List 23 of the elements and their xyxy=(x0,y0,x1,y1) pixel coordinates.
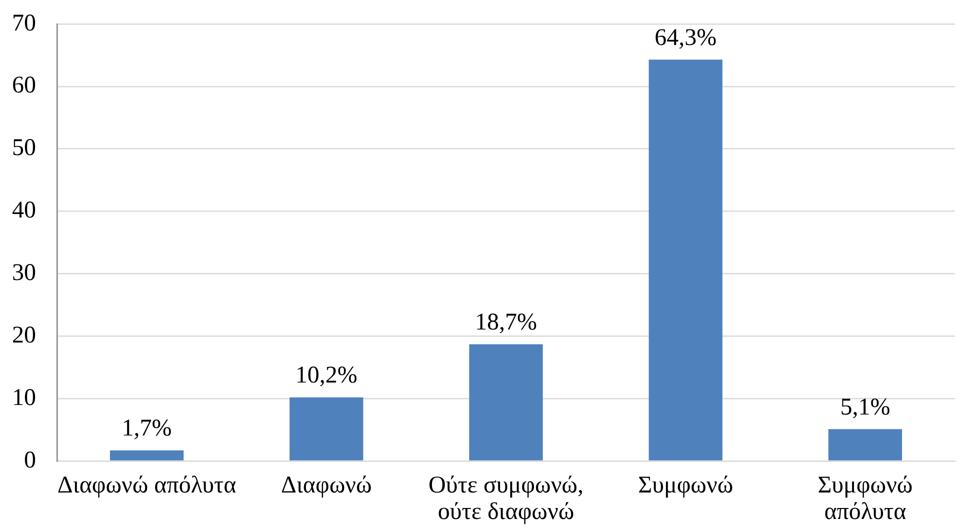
y-tick-label: 20 xyxy=(12,322,36,348)
y-tick-label: 30 xyxy=(12,260,36,286)
y-tick-label: 10 xyxy=(12,384,36,411)
x-tick-label: Συμφωνώ xyxy=(638,472,734,498)
bar xyxy=(290,397,364,460)
bar xyxy=(828,429,902,460)
data-label: 5,1% xyxy=(840,394,890,420)
x-tick-label: Συμφωνώ απόλυτα xyxy=(818,472,913,525)
data-label: 18,7% xyxy=(475,310,537,336)
y-tick-label: 70 xyxy=(12,10,36,36)
x-tick-label: Διαφωνώ xyxy=(281,472,372,498)
data-label: 1,7% xyxy=(122,416,172,442)
bar xyxy=(648,60,722,460)
x-tick-label: Διαφωνώ απόλυτα xyxy=(57,472,237,498)
y-tick-label: 40 xyxy=(12,198,36,224)
y-tick-label: 50 xyxy=(12,135,36,162)
data-label: 64,3% xyxy=(654,24,717,51)
data-label: 10,2% xyxy=(295,362,358,389)
bar xyxy=(110,450,184,460)
x-tick-label: Ούτε συμφωνώ, ούτε διαφωνώ xyxy=(428,472,584,525)
y-tick-label: 0 xyxy=(24,447,36,474)
bar xyxy=(469,344,543,460)
y-tick-label: 60 xyxy=(12,72,36,99)
